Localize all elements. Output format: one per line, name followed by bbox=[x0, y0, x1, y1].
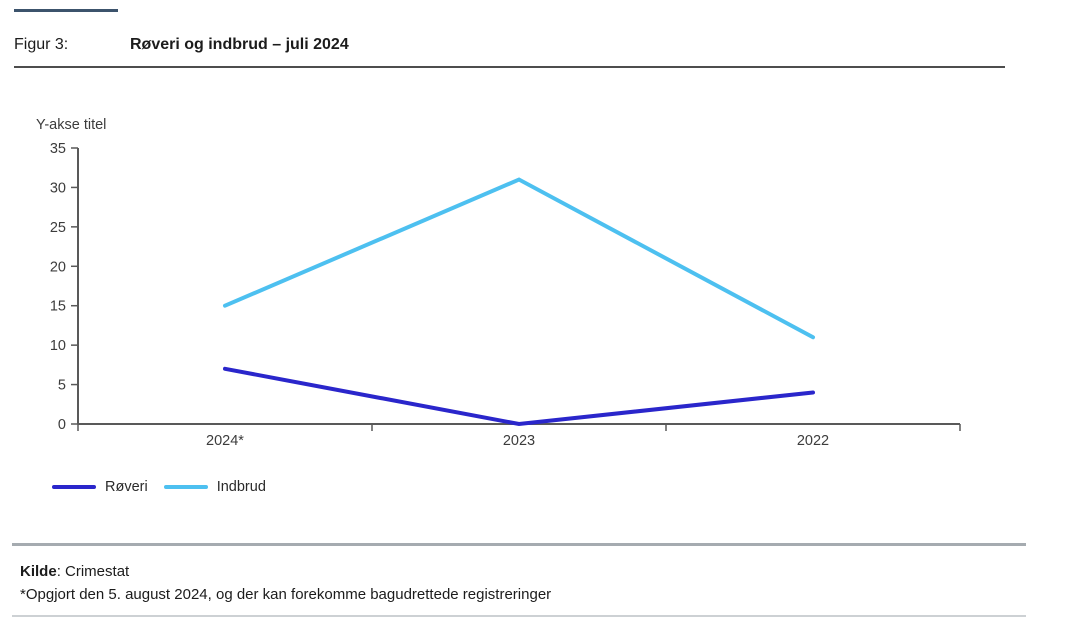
y-tick-label: 30 bbox=[50, 180, 66, 196]
y-axis-title: Y-akse titel bbox=[36, 117, 106, 133]
header-accent-line bbox=[14, 9, 118, 12]
figure-title: Røveri og indbrud – juli 2024 bbox=[130, 36, 349, 53]
chart-legend: Røveri Indbrud bbox=[52, 479, 266, 495]
footer-rule-top bbox=[12, 543, 1026, 546]
footnote: *Opgjort den 5. august 2024, og der kan … bbox=[20, 586, 552, 603]
x-category-label: 2024* bbox=[206, 433, 244, 449]
y-tick-label: 20 bbox=[50, 259, 66, 275]
legend-label-1: Indbrud bbox=[216, 479, 266, 495]
legend-item-1: Indbrud bbox=[163, 479, 266, 495]
x-category-label: 2022 bbox=[797, 433, 829, 449]
y-tick-label: 5 bbox=[58, 378, 66, 394]
series-line-1 bbox=[223, 177, 815, 340]
y-tick-label: 0 bbox=[58, 417, 66, 433]
y-tick-label: 25 bbox=[50, 220, 66, 236]
chart-canvas: Y-akse titel 0 5 10 15 20 25 30 35 2024* 2023 2022 bbox=[36, 117, 961, 449]
y-tick-label: 15 bbox=[50, 299, 66, 315]
line-chart: Y-akse titel 0 5 10 15 20 25 30 35 2024* 2023 2022 bbox=[0, 60, 1010, 460]
x-category-label: 2023 bbox=[503, 433, 535, 449]
series-line-0 bbox=[223, 366, 815, 427]
y-tick-label: 10 bbox=[50, 338, 66, 354]
legend-label-0: Røveri bbox=[105, 479, 148, 495]
header-rule bbox=[14, 66, 1005, 68]
figure-label: Figur 3: bbox=[14, 36, 69, 53]
footer-rule-bottom bbox=[12, 615, 1026, 617]
source-line: Kilde: Crimestat bbox=[20, 563, 129, 580]
figure-header: Figur 3: Røveri og indbrud – juli 2024 bbox=[14, 35, 349, 55]
source-label: Kilde bbox=[20, 563, 57, 580]
source-value: : Crimestat bbox=[56, 563, 130, 580]
y-tick-label: 35 bbox=[50, 141, 66, 157]
legend-item-0: Røveri bbox=[52, 479, 148, 495]
legend-swatch-1 bbox=[163, 485, 208, 489]
legend-swatch-0 bbox=[52, 485, 96, 489]
